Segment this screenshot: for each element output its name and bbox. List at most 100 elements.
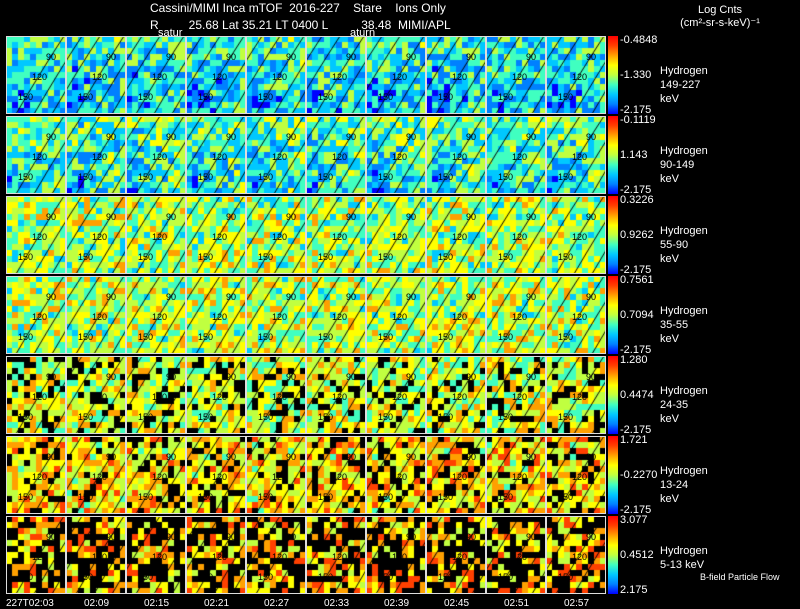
contour-label: 90 bbox=[286, 532, 297, 542]
contour-label: 90 bbox=[526, 292, 537, 302]
frame-cell-border bbox=[486, 356, 546, 434]
contour-label: 120 bbox=[152, 232, 168, 242]
contour-label: 90 bbox=[166, 372, 177, 382]
contour-label: 90 bbox=[346, 212, 357, 222]
contour-label: 150 bbox=[78, 332, 94, 342]
frame-cell-border bbox=[186, 276, 246, 354]
contour-label: 120 bbox=[512, 72, 528, 82]
contour-label: 120 bbox=[572, 552, 588, 562]
contour-label: 90 bbox=[166, 292, 177, 302]
contour-label: 90 bbox=[106, 532, 117, 542]
contour-label: 150 bbox=[498, 492, 514, 502]
contour-label: 120 bbox=[572, 312, 588, 322]
contour-label: 120 bbox=[92, 392, 108, 402]
contour-label: 150 bbox=[318, 332, 334, 342]
contour-label: 90 bbox=[106, 452, 117, 462]
colorbar-mid-label: 0.4474 bbox=[620, 389, 654, 401]
contour-label: 150 bbox=[558, 252, 574, 262]
contour-label: 90 bbox=[166, 452, 177, 462]
frame-cell-border bbox=[486, 116, 546, 194]
contour-label: 90 bbox=[226, 132, 237, 142]
contour-label: 150 bbox=[498, 412, 514, 422]
frame-cell-border bbox=[6, 276, 66, 354]
colorbar-max-label: 3.077 bbox=[620, 514, 648, 526]
contour-label: 150 bbox=[498, 252, 514, 262]
contour-label: 90 bbox=[466, 52, 477, 62]
contour-label: 90 bbox=[46, 452, 57, 462]
contour-label: 150 bbox=[438, 492, 454, 502]
species-label: Hydrogen bbox=[660, 305, 708, 317]
colorbar-header: Log Cnts (cm²-sr-s-keV)⁻¹ bbox=[660, 4, 780, 30]
contour-label: 120 bbox=[212, 232, 228, 242]
contour-label: 150 bbox=[258, 92, 274, 102]
colorbar bbox=[608, 276, 618, 354]
colorbar-mid-label: 0.7094 bbox=[620, 309, 654, 321]
frame-cell-border bbox=[186, 36, 246, 114]
contour-label: 120 bbox=[272, 392, 288, 402]
contour-label: 120 bbox=[572, 152, 588, 162]
time-tick-label: 02:39 bbox=[384, 598, 410, 609]
contour-label: 90 bbox=[466, 532, 477, 542]
frame-cell-border bbox=[546, 276, 606, 354]
contour-label: 150 bbox=[18, 172, 34, 182]
contour-label: 90 bbox=[286, 132, 297, 142]
time-tick-label: 02:51 bbox=[504, 598, 530, 609]
contour-label: 90 bbox=[286, 372, 297, 382]
contour-label: 90 bbox=[526, 52, 537, 62]
contour-label: 90 bbox=[226, 292, 237, 302]
frame-cell-border bbox=[426, 196, 486, 274]
contour-label: 120 bbox=[392, 72, 408, 82]
frame-cell-border bbox=[6, 116, 66, 194]
colorbar-max-label: -0.1119 bbox=[620, 114, 656, 126]
contour-label: 120 bbox=[512, 552, 528, 562]
frame-cell-border bbox=[246, 436, 306, 514]
contour-label: 150 bbox=[198, 172, 214, 182]
contour-label: 90 bbox=[466, 212, 477, 222]
contour-label: 150 bbox=[378, 92, 394, 102]
colorbar-min-label: -2.175 bbox=[620, 344, 652, 356]
footer-note: B-field Particle Flow bbox=[700, 572, 780, 582]
contour-label: 150 bbox=[78, 172, 94, 182]
frame-cell-border bbox=[306, 356, 366, 434]
contour-label: 120 bbox=[512, 232, 528, 242]
contour-label: 90 bbox=[406, 372, 417, 382]
frame-cell-border bbox=[426, 516, 486, 594]
contour-label: 150 bbox=[138, 332, 154, 342]
contour-label: 150 bbox=[438, 252, 454, 262]
frame-cell-border bbox=[486, 516, 546, 594]
contour-label: 120 bbox=[92, 152, 108, 162]
contour-label: 150 bbox=[498, 332, 514, 342]
contour-label: 150 bbox=[318, 492, 334, 502]
contour-label: 120 bbox=[572, 392, 588, 402]
contour-label: 90 bbox=[46, 132, 57, 142]
contour-label: 120 bbox=[272, 152, 288, 162]
frame-cell-border bbox=[246, 356, 306, 434]
frame-cell-border bbox=[486, 436, 546, 514]
time-tick-label: 02:33 bbox=[324, 598, 350, 609]
contour-label: 90 bbox=[526, 212, 537, 222]
contour-label: 150 bbox=[258, 172, 274, 182]
contour-label: 120 bbox=[572, 72, 588, 82]
contour-label: 150 bbox=[18, 492, 34, 502]
contour-label: 90 bbox=[46, 212, 57, 222]
frame-cell-border bbox=[66, 356, 126, 434]
frame-cell-border bbox=[366, 276, 426, 354]
contour-label: 120 bbox=[32, 72, 48, 82]
frame-cell-border bbox=[486, 36, 546, 114]
contour-label: 90 bbox=[106, 372, 117, 382]
contour-label: 120 bbox=[332, 392, 348, 402]
colorbar-min-label: -2.175 bbox=[620, 104, 652, 116]
frame-cell-border bbox=[186, 516, 246, 594]
contour-label: 150 bbox=[318, 252, 334, 262]
frame-cell-border bbox=[246, 36, 306, 114]
contour-label: 90 bbox=[286, 52, 297, 62]
frame-cell-border bbox=[366, 116, 426, 194]
frame-cell-border bbox=[426, 436, 486, 514]
colorbar bbox=[608, 516, 618, 594]
colorbar-max-label: 1.721 bbox=[620, 434, 648, 446]
frame-cell-border bbox=[126, 436, 186, 514]
contour-label: 150 bbox=[78, 92, 94, 102]
contour-label: 150 bbox=[438, 572, 454, 582]
contour-label: 90 bbox=[406, 52, 417, 62]
channel-label: Hydrogen 90-149 keV bbox=[660, 144, 708, 186]
